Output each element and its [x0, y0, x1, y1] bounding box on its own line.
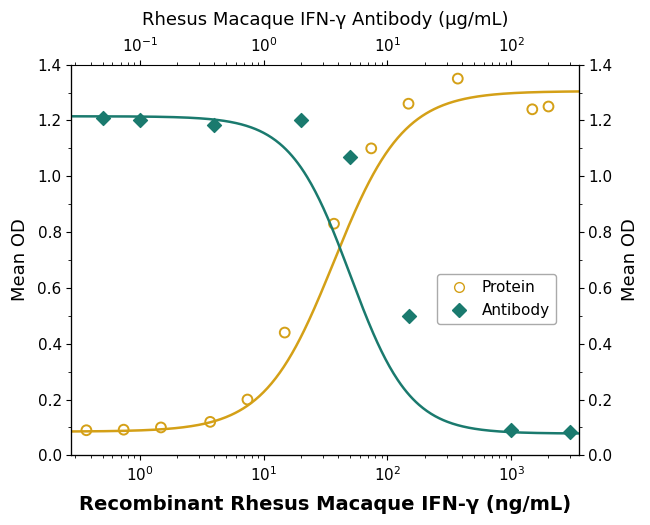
Point — [242, 395, 253, 404]
Point — [506, 426, 517, 435]
Point — [296, 116, 306, 124]
Point — [565, 427, 575, 436]
Point — [135, 116, 145, 124]
Point — [366, 144, 376, 153]
Point — [205, 418, 215, 426]
Point — [543, 102, 554, 111]
Point — [118, 425, 129, 434]
Point — [452, 75, 463, 83]
Point — [345, 153, 356, 161]
Point — [280, 328, 290, 337]
Point — [156, 423, 166, 432]
X-axis label: Rhesus Macaque IFN-γ Antibody (μg/mL): Rhesus Macaque IFN-γ Antibody (μg/mL) — [142, 11, 508, 29]
Legend: Protein, Antibody: Protein, Antibody — [437, 274, 556, 324]
Point — [403, 100, 413, 108]
Y-axis label: Mean OD: Mean OD — [11, 218, 29, 301]
Point — [81, 426, 92, 435]
Point — [527, 105, 538, 113]
X-axis label: Recombinant Rhesus Macaque IFN-γ (ng/mL): Recombinant Rhesus Macaque IFN-γ (ng/mL) — [79, 495, 571, 514]
Point — [404, 312, 415, 320]
Point — [329, 219, 339, 228]
Y-axis label: Mean OD: Mean OD — [621, 218, 639, 301]
Point — [98, 113, 108, 122]
Point — [209, 120, 220, 129]
